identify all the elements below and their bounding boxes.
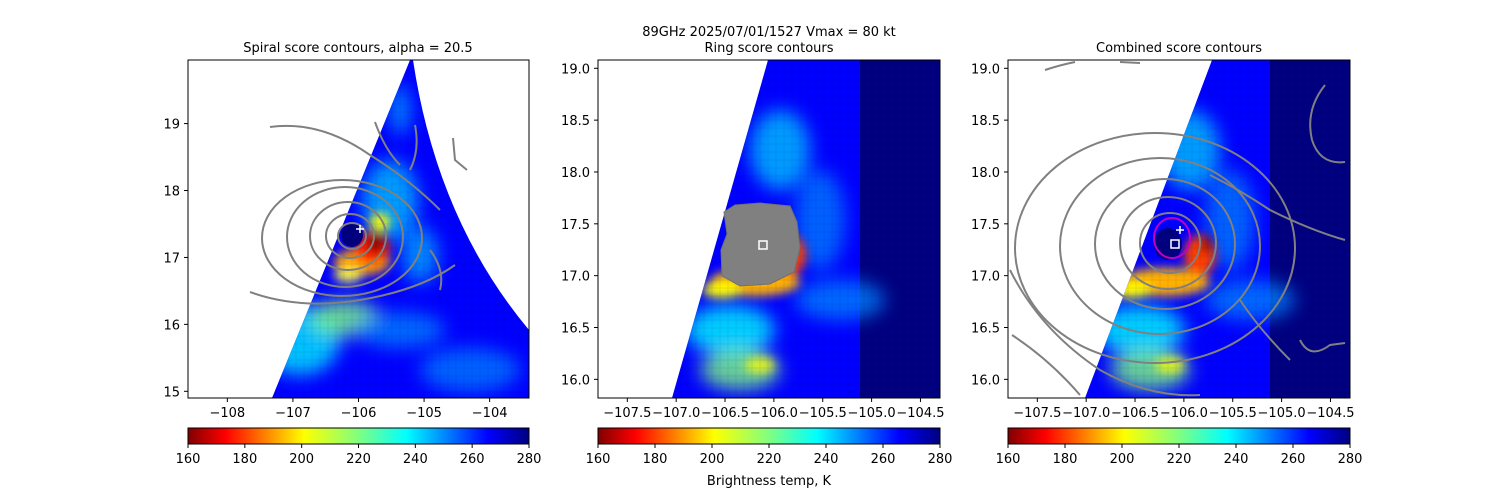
colorbar-tick-label: 160 xyxy=(176,452,201,467)
figure-suptitle: 89GHz 2025/07/01/1527 Vmax = 80 kt xyxy=(642,25,896,40)
y-tick-label: 16 xyxy=(163,318,180,333)
x-tick-label: −104 xyxy=(472,406,508,421)
x-tick-label: −107 xyxy=(275,406,311,421)
x-tick-label: −105.5 xyxy=(799,406,847,421)
colorbar-tick-label: 200 xyxy=(289,452,314,467)
panel-ring-heatmap xyxy=(672,60,940,398)
panel-spiral-contours xyxy=(249,121,468,305)
y-tick-label: 18.0 xyxy=(561,166,590,181)
y-tick-label: 16.0 xyxy=(561,373,590,388)
x-tick-label: −105 xyxy=(406,406,442,421)
panel-combined-heatmap xyxy=(1009,60,1350,398)
y-tick-label: 16.5 xyxy=(971,321,1000,336)
colorbar-tick-label: 200 xyxy=(1110,452,1135,467)
colorbar-tick-label: 260 xyxy=(871,452,896,467)
panel-ring-frame xyxy=(597,59,941,399)
y-tick-label: 16.0 xyxy=(971,373,1000,388)
y-tick-label: 16.5 xyxy=(561,321,590,336)
colorbar-tick-label: 220 xyxy=(1167,452,1192,467)
colorbar-tick-label: 280 xyxy=(517,452,542,467)
x-tick-label: −108 xyxy=(209,406,245,421)
colorbar-tick-label: 280 xyxy=(928,452,953,467)
y-tick-label: 19 xyxy=(163,118,180,133)
panel-combined-axes: −107.5 −107.0 −106.5 −106.0 −105.5 −105.0 −104… xyxy=(971,62,1354,421)
panel-spiral-center-marks xyxy=(356,225,364,233)
panel-ring-title: Ring score contours xyxy=(704,41,833,56)
panel-spiral: Spiral score contours, alpha = 20.5 xyxy=(163,41,541,467)
colorbar-tick-label: 220 xyxy=(757,452,782,467)
y-tick-label: 18.0 xyxy=(971,166,1000,181)
y-tick-label: 17.0 xyxy=(561,270,590,285)
colorbar-tick-label: 200 xyxy=(700,452,725,467)
y-tick-label: 17.0 xyxy=(971,270,1000,285)
panel-ring-center-square xyxy=(758,240,768,250)
colorbar-tick-label: 180 xyxy=(232,452,257,467)
x-tick-label: −106.5 xyxy=(1111,406,1159,421)
x-tick-label: −107.0 xyxy=(652,406,700,421)
panel-spiral-plus-mark xyxy=(356,225,364,233)
panel-combined-center-square xyxy=(1170,239,1180,249)
y-tick-label: 19.0 xyxy=(971,62,1000,77)
colorbar-label: Brightness temp, K xyxy=(707,474,832,489)
colorbar-tick-label: 160 xyxy=(996,452,1021,467)
x-tick-label: −107.0 xyxy=(1062,406,1110,421)
y-tick-label: 17.5 xyxy=(561,218,590,233)
panel-combined-plus-mark xyxy=(1176,226,1184,234)
y-tick-label: 18 xyxy=(163,185,180,200)
y-tick-label: 18.5 xyxy=(971,114,1000,129)
colorbar-tick-label: 240 xyxy=(814,452,839,467)
colorbar-tick-label: 180 xyxy=(1053,452,1078,467)
colorbar-tick-label: 180 xyxy=(643,452,668,467)
colorbar-tick-label: 160 xyxy=(586,452,611,467)
x-tick-label: −107.5 xyxy=(1013,406,1061,421)
y-tick-label: 17.5 xyxy=(971,218,1000,233)
x-tick-label: −104.5 xyxy=(896,406,944,421)
x-tick-label: −106.0 xyxy=(750,406,798,421)
x-tick-label: −105.0 xyxy=(848,406,896,421)
panel-combined-title: Combined score contours xyxy=(1096,41,1262,56)
x-tick-label: −107.5 xyxy=(603,406,651,421)
panel-spiral-colorbar: 160 180 200 220 240 260 280 xyxy=(176,427,542,467)
colorbar-tick-label: 260 xyxy=(460,452,485,467)
panel-ring: Ring score contours xyxy=(561,41,952,489)
x-tick-label: −106.5 xyxy=(701,406,749,421)
panel-combined-colorbar: 160 180 200 220 240 260 280 xyxy=(996,427,1363,467)
panel-combined-magenta-ring xyxy=(1153,217,1191,259)
panel-combined-contours xyxy=(1009,61,1346,397)
y-tick-label: 19.0 xyxy=(561,62,590,77)
x-tick-label: −106 xyxy=(341,406,377,421)
x-tick-label: −104.5 xyxy=(1306,406,1354,421)
panel-spiral-heatmap xyxy=(249,60,529,398)
x-tick-label: −106.0 xyxy=(1160,406,1208,421)
panel-combined-frame xyxy=(1007,59,1351,399)
panel-ring-axes: −107.5 −107.0 −106.5 −106.0 −105.5 −105.0 −104… xyxy=(561,62,944,421)
panel-ring-colorbar: 160 180 200 220 240 260 280 Brightness temp, K xyxy=(586,427,953,489)
panel-spiral-axes: −108 −107 −106 −105 −104 15 16 17 18 19 xyxy=(163,118,507,421)
x-tick-label: −105.0 xyxy=(1258,406,1306,421)
y-tick-label: 15 xyxy=(163,385,180,400)
colorbar-tick-label: 240 xyxy=(1224,452,1249,467)
y-tick-label: 18.5 xyxy=(561,114,590,129)
y-tick-label: 17 xyxy=(163,251,180,266)
panel-ring-score-blob xyxy=(720,202,801,287)
colorbar-tick-label: 240 xyxy=(403,452,428,467)
x-tick-label: −105.5 xyxy=(1209,406,1257,421)
panel-combined: Combined score contours xyxy=(971,41,1362,467)
colorbar-tick-label: 280 xyxy=(1338,452,1363,467)
colorbar-tick-label: 220 xyxy=(346,452,371,467)
panel-spiral-title: Spiral score contours, alpha = 20.5 xyxy=(243,41,472,56)
colorbar-tick-label: 260 xyxy=(1281,452,1306,467)
